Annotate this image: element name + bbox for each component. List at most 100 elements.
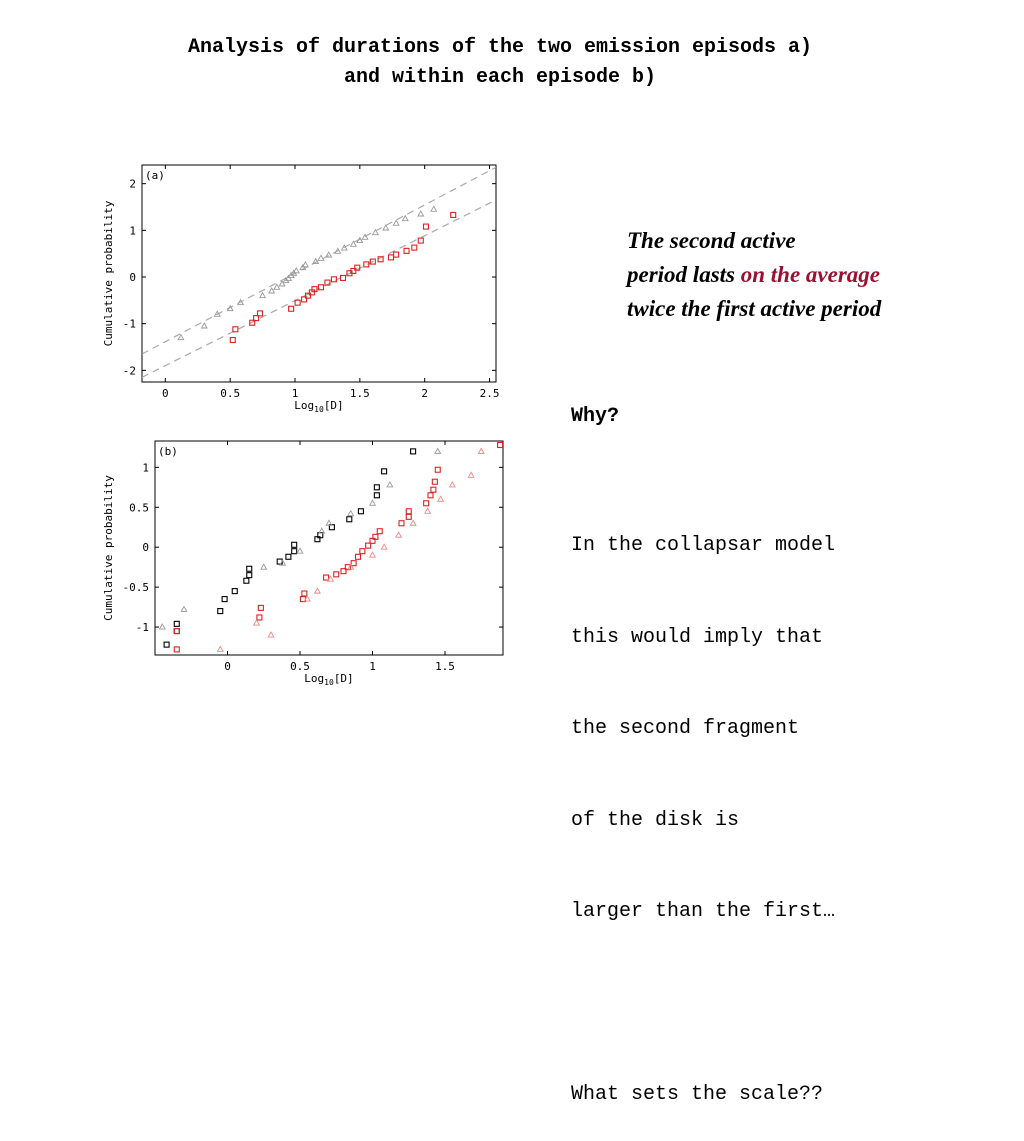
paragraph-line: this would imply that (571, 625, 824, 649)
square-point (243, 577, 250, 584)
triangle-point (334, 247, 342, 254)
paragraph-line: What sets the scale?? (571, 1083, 824, 1106)
square-point (405, 508, 412, 515)
paragraph-line: In the collapsar model (571, 534, 836, 557)
triangle-point (236, 298, 245, 306)
plot-frame (154, 440, 504, 656)
x-tick-label: 1 (369, 660, 376, 673)
triangle-point (448, 480, 456, 488)
y-tick-label: -0.5 (123, 581, 150, 594)
square-point (346, 516, 353, 523)
note-line-3: twice the first active period (627, 296, 882, 321)
triangle-point (424, 507, 432, 514)
y-tick-label: 0 (129, 271, 136, 284)
triangle-point (395, 531, 403, 538)
square-point (294, 299, 301, 306)
square-point (417, 237, 424, 244)
y-tick-label: 1 (142, 461, 149, 474)
triangle-point (477, 447, 485, 454)
triangle-point (226, 304, 234, 312)
triangle-point (296, 547, 304, 554)
square-point (246, 565, 253, 572)
square-point (333, 571, 340, 578)
chart-panel-b: 0 0.5 1 1.5 -1 -0.5 0 0.5 1 (b) Log10[D] Cumulative… (102, 440, 504, 687)
chart-panel-a: 0 0.5 1 1.5 2 2.5 -2 -1 0 1 2 (a) Log10[D] Cumulative… (102, 164, 500, 414)
square-point (357, 508, 364, 515)
x-axis-label: Log10[D] (304, 672, 353, 687)
square-point (365, 542, 372, 549)
triangle-point (380, 543, 388, 550)
triangle-point (303, 595, 311, 602)
observation-note: The second active period lasts on the av… (627, 224, 881, 326)
x-tick-label: 1 (292, 387, 299, 400)
triangle-point (279, 559, 287, 566)
square-point (359, 548, 366, 555)
triangle-point (356, 236, 364, 244)
x-tick-label: 2.5 (480, 387, 500, 400)
y-tick-label: 1 (129, 224, 136, 237)
square-point (229, 336, 236, 344)
note-line-2-text: period lasts (627, 262, 741, 287)
square-point (317, 532, 324, 539)
panel-label: (b) (158, 445, 178, 458)
triangle-point (318, 527, 326, 534)
square-point (173, 627, 180, 635)
triangle-point (361, 233, 369, 240)
triangle-point (371, 228, 379, 236)
note-line-2: period lasts on the average (627, 258, 881, 292)
square-point (340, 568, 347, 575)
paragraph-line: larger than the first… (571, 900, 836, 923)
triangle-point (313, 587, 321, 594)
square-point (393, 251, 400, 258)
triangle-point (273, 283, 281, 290)
square-point (377, 256, 384, 263)
triangle-point (317, 254, 325, 261)
x-tick-label: 1.5 (350, 387, 370, 400)
triangle-point (430, 205, 438, 212)
y-tick-label: 0.5 (129, 501, 149, 514)
square-point (405, 513, 412, 520)
square-point (430, 486, 437, 493)
triangle-point (434, 447, 442, 454)
square-point (354, 553, 362, 560)
y-tick-label: 2 (129, 178, 136, 191)
triangle-point (200, 322, 208, 329)
triangle-point (180, 605, 188, 612)
square-point (291, 548, 298, 555)
square-point (221, 596, 228, 603)
x-tick-label: 0 (162, 387, 169, 400)
y-tick-label: -1 (123, 318, 136, 331)
triangle-point (259, 291, 267, 299)
paragraph-line (571, 989, 835, 1020)
square-point (410, 448, 417, 455)
y-tick-label: 0 (142, 541, 149, 554)
square-point (398, 520, 405, 527)
triangle-point (278, 280, 286, 287)
triangle-point (382, 224, 390, 231)
square-point (411, 244, 418, 251)
square-point (257, 604, 264, 611)
square-point (422, 223, 430, 230)
triangle-point (417, 210, 425, 217)
triangle-point (312, 257, 320, 265)
square-point (231, 588, 238, 595)
square-point (354, 264, 361, 271)
square-point (288, 305, 295, 312)
y-axis-label: Cumulative probability (102, 475, 115, 621)
triangle-point (368, 499, 377, 506)
square-point (173, 627, 180, 635)
square-point (256, 310, 264, 317)
fit-line (142, 199, 496, 378)
square-point (304, 292, 312, 299)
square-point (497, 441, 503, 449)
x-tick-label: 0 (224, 660, 231, 673)
triangle-point (216, 645, 224, 652)
triangle-point (347, 509, 355, 517)
triangle-point (368, 551, 377, 558)
square-point (434, 466, 441, 473)
square-point (387, 254, 395, 261)
triangle-point (392, 219, 400, 226)
square-point (431, 478, 438, 485)
triangle-point (401, 214, 409, 222)
y-axis-label: Cumulative probability (102, 200, 115, 346)
